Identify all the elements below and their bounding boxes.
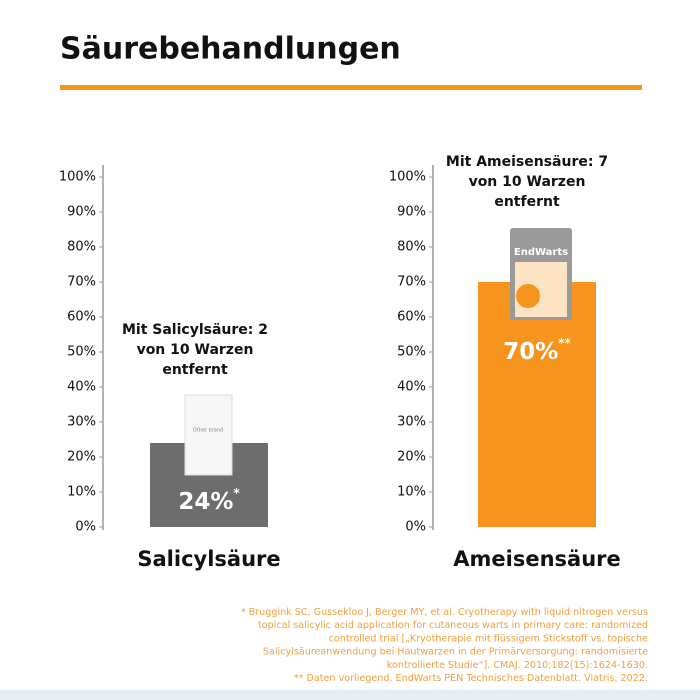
y-tick-label: 100% — [389, 170, 426, 185]
bottom-strip — [0, 690, 700, 700]
footnote: controlled trial [„Kryotherapie mit flüs… — [329, 633, 649, 644]
product-label: EndWarts — [514, 247, 568, 258]
y-tick-label: 20% — [67, 450, 96, 465]
value-label-text: 24% — [178, 489, 233, 515]
value-label-note: * — [233, 486, 240, 500]
y-tick-label: 0% — [405, 520, 426, 535]
annotation: entfernt — [162, 362, 228, 378]
y-tick-label: 0% — [75, 520, 96, 535]
annotation: von 10 Warzen — [469, 174, 586, 190]
footnote: Salicylsäureanwendung bei Hautwarzen in … — [263, 647, 648, 658]
y-tick-label: 90% — [397, 205, 426, 220]
value-label: 24%* — [178, 486, 240, 515]
y-tick-label: 60% — [397, 310, 426, 325]
annotation: von 10 Warzen — [137, 342, 254, 358]
annotation: entfernt — [494, 194, 560, 210]
y-tick-label: 10% — [67, 485, 96, 500]
y-tick-label: 70% — [67, 275, 96, 290]
product-box — [184, 394, 233, 476]
category-label: Ameisensäure — [453, 547, 621, 571]
y-tick-label: 30% — [397, 415, 426, 430]
y-tick-label: 80% — [397, 240, 426, 255]
bar — [478, 282, 596, 527]
category-label: Salicylsäure — [137, 547, 280, 571]
page-title: Säurebehandlungen — [60, 32, 401, 67]
y-tick-label: 10% — [397, 485, 426, 500]
y-tick-label: 50% — [67, 345, 96, 360]
title-rule — [60, 85, 642, 90]
annotation: Mit Ameisensäure: 7 — [446, 154, 608, 170]
y-tick-label: 80% — [67, 240, 96, 255]
y-tick-label: 90% — [67, 205, 96, 220]
footnote: ** Daten vorliegend. EndWarts PEN Techni… — [294, 673, 648, 684]
y-tick-label: 70% — [397, 275, 426, 290]
y-tick-label: 60% — [67, 310, 96, 325]
value-label-text: 70% — [503, 339, 558, 365]
annotation: Mit Salicylsäure: 2 — [122, 322, 268, 338]
footnote: kontrollierte Studie“]. CMAJ. 2010;182(1… — [387, 660, 648, 671]
y-tick-label: 30% — [67, 415, 96, 430]
y-tick-label: 100% — [59, 170, 96, 185]
y-tick-label: 50% — [397, 345, 426, 360]
product-art — [516, 284, 540, 308]
y-tick-label: 40% — [67, 380, 96, 395]
y-tick-label: 20% — [397, 450, 426, 465]
footnote: topical salicylic acid application for c… — [258, 620, 648, 631]
footnote: * Bruggink SC, Gussekloo J, Berger MY, e… — [241, 607, 648, 618]
value-label-note: ** — [558, 336, 571, 350]
value-label: 70%** — [503, 336, 571, 365]
y-tick-label: 40% — [397, 380, 426, 395]
product-label: Other brand — [193, 428, 223, 434]
